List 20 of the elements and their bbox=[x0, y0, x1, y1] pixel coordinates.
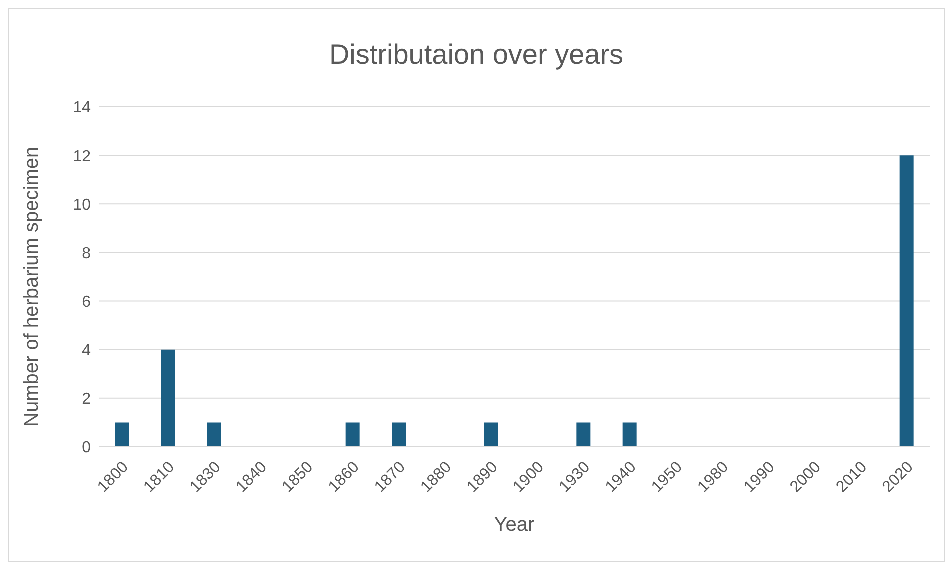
x-axis-title: Year bbox=[494, 514, 536, 536]
y-axis-title: Number of herbarium specimen bbox=[21, 146, 44, 427]
y-tick-label: 0 bbox=[82, 440, 92, 457]
bar bbox=[207, 422, 222, 447]
y-tick-label: 14 bbox=[73, 100, 92, 117]
y-tick-label: 12 bbox=[73, 148, 92, 166]
bar bbox=[900, 156, 914, 447]
bar bbox=[161, 350, 176, 447]
bar bbox=[484, 422, 498, 447]
bar bbox=[622, 422, 637, 447]
bar bbox=[346, 422, 360, 447]
y-tick-label: 6 bbox=[82, 294, 92, 311]
y-tick-label: 10 bbox=[73, 196, 92, 214]
bar bbox=[576, 422, 591, 447]
y-tick-label: 8 bbox=[82, 245, 92, 262]
bar bbox=[392, 422, 406, 447]
bar bbox=[115, 422, 129, 447]
chart-title: Distributaion over years bbox=[328, 39, 625, 71]
y-tick-label: 2 bbox=[82, 391, 92, 408]
y-tick-label: 4 bbox=[82, 342, 92, 360]
